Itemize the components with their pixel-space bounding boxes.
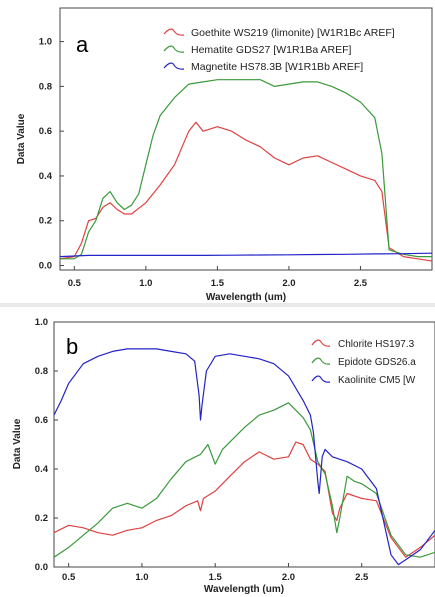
chart-b-legend-label-1: Chlorite HS197.3 xyxy=(338,339,415,350)
chart-a-x-tick-label: 0.5 xyxy=(68,278,82,289)
chart-a-y-tick-label: 1.0 xyxy=(39,37,52,48)
chart-b-y-tick-label: 0.8 xyxy=(35,366,48,377)
chart-b-x-tick-label: 2.0 xyxy=(282,572,295,583)
chart-b-y-tick-label: 1.0 xyxy=(35,317,48,328)
chart-a-legend-label-2: Hematite GDS27 [W1R1Ba AREF] xyxy=(191,44,352,56)
chart-b-series-line-2 xyxy=(54,402,435,558)
chart-b-legend-swatch-2 xyxy=(311,357,331,365)
chart-a-legend-swatch-3 xyxy=(163,62,185,70)
chart-a-legend-label-1: Goethite WS219 (limonite) [W1R1Bc AREF] xyxy=(191,27,395,39)
chart-b-plot-area xyxy=(53,321,435,568)
chart-b-y-tick-label: 0.4 xyxy=(35,464,49,475)
chart-b-series-group xyxy=(54,348,435,566)
chart-a-panel-letter: a xyxy=(76,32,89,57)
chart-b-x-tick-label: 0.5 xyxy=(62,572,76,583)
chart-a-y-axis-label: Data Value xyxy=(16,113,27,164)
chart-b-legend-swatch-1 xyxy=(311,339,331,347)
chart-a-legend-swatch-2 xyxy=(163,45,185,53)
chart-b-panel-letter: b xyxy=(66,334,78,359)
chart-a-y-tick-label: 0.2 xyxy=(39,216,52,227)
chart-panel-b: 0.0 0.2 0.4 0.6 0.8 1.0 0.5 1.0 1.5 2.0 2.5 Wavelen… xyxy=(0,306,435,597)
chart-b-series-line-3 xyxy=(54,348,435,566)
chart-b-legend: Chlorite HS197.3 Epidote GDS26.a Kaolinite… xyxy=(311,339,416,386)
chart-b-x-axis-label: Wavelength (um) xyxy=(204,584,284,595)
chart-a-y-tick-label: 0.6 xyxy=(39,126,52,137)
chart-panel-a: 0.0 0.2 0.4 0.6 0.8 1.0 0.5 1.0 1.5 2.0 2.5 Wavelen… xyxy=(16,7,433,303)
chart-b-x-tick-label: 1.5 xyxy=(209,572,223,583)
chart-a-legend-label-3: Magnetite HS78.3B [W1R1Bb AREF] xyxy=(191,61,363,73)
chart-a-y-tick-label: 0.8 xyxy=(39,81,52,92)
chart-a-legend: Goethite WS219 (limonite) [W1R1Bc AREF] H… xyxy=(163,27,395,73)
chart-b-legend-label-2: Epidote GDS26.a xyxy=(338,357,416,368)
chart-a-series-line-2 xyxy=(60,79,432,260)
chart-a-y-tick-label: 0.0 xyxy=(39,261,52,272)
chart-a-y-tick-label: 0.4 xyxy=(39,171,53,182)
chart-b-legend-label-3: Kaolinite CM5 [W xyxy=(338,375,416,386)
chart-a-x-axis-label: Wavelength (um) xyxy=(206,292,286,303)
chart-a-series-line-3 xyxy=(60,252,432,258)
chart-b-series-line-1 xyxy=(54,441,435,558)
panel-divider xyxy=(0,303,435,307)
chart-b-x-tick-label: 2.5 xyxy=(355,572,369,583)
chart-b-y-tick-label: 0.2 xyxy=(35,513,48,524)
chart-b-svg: 0.0 0.2 0.4 0.6 0.8 1.0 0.5 1.0 1.5 2.0 2.5 Wavelen… xyxy=(12,317,435,595)
chart-a-series-group xyxy=(60,79,432,262)
chart-a-x-tick-label: 2.5 xyxy=(354,278,368,289)
chart-a-legend-swatch-1 xyxy=(163,28,185,36)
chart-a-svg: 0.0 0.2 0.4 0.6 0.8 1.0 0.5 1.0 1.5 2.0 2.5 Wavelen… xyxy=(16,7,433,303)
chart-a-x-tick-label: 1.0 xyxy=(139,278,152,289)
chart-b-x-tick-label: 1.0 xyxy=(135,572,148,583)
chart-a-plot-area xyxy=(59,7,433,271)
chart-b-y-axis-label: Data Value xyxy=(12,418,23,469)
chart-b-legend-swatch-3 xyxy=(311,375,331,383)
chart-a-x-tick-label: 1.5 xyxy=(211,278,225,289)
chart-a-series-line-1 xyxy=(60,121,432,262)
chart-b-y-tick-label: 0.0 xyxy=(35,562,48,573)
chart-b-y-tick-label: 0.6 xyxy=(35,415,48,426)
chart-a-x-tick-label: 2.0 xyxy=(282,278,295,289)
